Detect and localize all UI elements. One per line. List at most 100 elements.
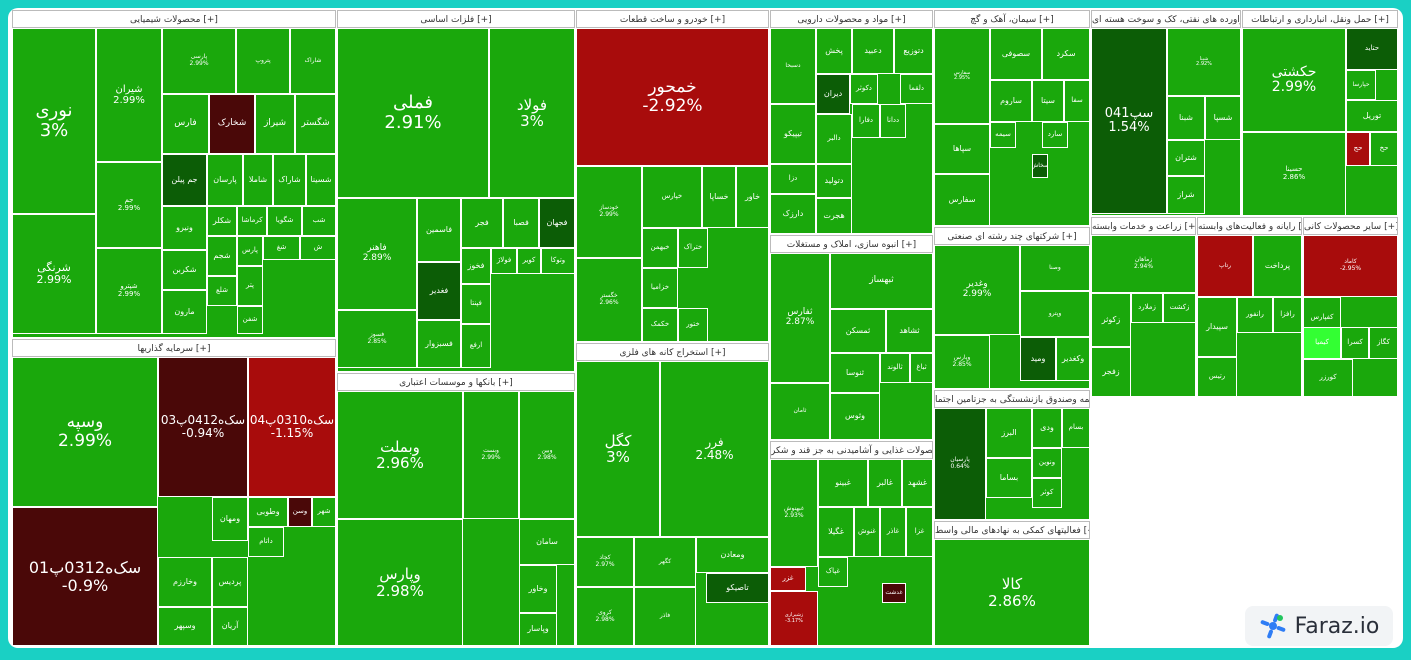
stock-tile[interactable]: فرر 2.48% [660,361,769,537]
stock-tile[interactable]: فصبا [503,198,539,248]
stock-tile[interactable]: داتام [248,527,284,557]
stock-tile[interactable]: شکلر [207,206,237,236]
stock-tile[interactable]: تاصیکو [706,573,769,603]
stock-tile[interactable]: خبهمن [642,228,678,268]
stock-tile[interactable]: وسپه 2.99% [12,357,158,507]
sector-16[interactable]: سایر محصولات کانی [+] کاماد -2.95% کفپارس کی… [1303,217,1398,397]
stock-tile[interactable]: شب [302,206,336,236]
sector-header[interactable]: فعالیتهای کمکی به نهادهای مالی واسط [+] [934,521,1090,539]
stock-tile[interactable]: دزا [770,164,816,194]
stock-tile[interactable]: سیتا [1032,80,1064,122]
stock-tile[interactable]: وطوبی [248,497,288,527]
stock-tile[interactable]: غالبر [868,459,902,507]
stock-tile[interactable]: سپیدار [1197,297,1237,357]
sector-header[interactable]: سایر محصولات کانی [+] [1303,217,1398,235]
stock-tile[interactable]: بساما [986,458,1032,498]
stock-tile[interactable]: مارون [162,290,207,334]
stock-tile[interactable]: شگویا [267,206,302,236]
stock-tile[interactable]: شپنا 2.92% [1167,28,1241,96]
stock-tile[interactable]: فولاد 3% [489,28,575,198]
stock-tile[interactable]: شاراک [290,28,336,94]
stock-tile[interactable]: خساپا [702,166,736,228]
stock-tile[interactable]: رتیس [1197,357,1237,397]
stock-tile[interactable]: غپاک [818,557,848,587]
sector-header[interactable]: بانکها و موسسات اعتباری [+] [337,373,575,391]
sector-header[interactable]: خودرو و ساخت قطعات [+] [576,10,769,28]
sector-12[interactable]: فراورده های نفتی، کک و سوخت هسته ای [+]س… [1091,10,1241,216]
stock-tile[interactable]: وبین 2.98% [519,391,575,519]
stock-tile[interactable]: کرماشا [237,206,267,236]
stock-tile[interactable]: شهر [312,497,336,527]
stock-tile[interactable]: دفارا [852,104,880,138]
stock-tile[interactable]: وپارس 2.85% [934,335,990,389]
sector-13[interactable]: حمل ونقل، انبارداری و ارتباطات [+] حکشتی 2… [1242,10,1398,216]
sector-7[interactable]: محصولات غذایی و آشامیدنی به جز قند و شکر… [770,441,933,646]
stock-tile[interactable]: ختراک [678,228,708,268]
sector-4[interactable]: استخراج کانه های فلزی [+] کگل 3% فرر 2.48% کچ… [576,343,769,646]
stock-tile[interactable]: شکربن [162,250,207,290]
stock-tile[interactable]: ختور [678,308,708,342]
stock-tile[interactable]: خگستر 2.96% [576,258,642,342]
sector-header[interactable]: محصولات غذایی و آشامیدنی به جز قند و شکر… [770,441,933,459]
stock-tile[interactable]: ثمسکن [830,309,886,353]
stock-tile[interactable]: خپارس [642,166,702,228]
stock-tile[interactable]: وخاور [519,565,557,613]
stock-tile[interactable]: شاملا [243,154,273,206]
stock-tile[interactable]: ومید [1020,337,1056,381]
stock-tile[interactable]: آریان [212,607,248,646]
stock-tile[interactable]: کروی 2.98% [576,587,634,646]
stock-tile[interactable]: سارد [1042,122,1068,148]
stock-tile[interactable]: کچاد 2.97% [576,537,634,587]
sector-10[interactable]: بیمه وصندوق بازنشستگی به جزتامین اجتما [… [934,390,1090,520]
stock-tile[interactable]: وپاسار [519,613,557,646]
stock-tile[interactable]: سپ041 1.54% [1091,28,1167,214]
stock-tile[interactable]: ونوین [1032,448,1062,478]
stock-tile[interactable]: ثامان [770,383,830,440]
stock-tile[interactable]: غزر [770,567,806,591]
sector-header[interactable]: بیمه وصندوق بازنشستگی به جزتامین اجتما [… [934,390,1090,408]
sector-header[interactable]: زراعت و خدمات وابسته [+] [1091,217,1196,235]
stock-tile[interactable]: فولاژ [491,248,517,274]
stock-tile[interactable]: فجر [461,198,503,248]
stock-tile[interactable]: شاراک [273,154,306,206]
stock-tile[interactable]: وسپهر [158,607,212,646]
stock-tile[interactable]: ثالوند [880,353,910,383]
stock-tile[interactable]: تیپیکو [770,104,816,164]
sector-header[interactable]: فراورده های نفتی، کک و سوخت هسته ای [+] [1091,10,1241,28]
stock-tile[interactable]: فخوز [461,248,491,284]
stock-tile[interactable]: توریل [1346,100,1398,132]
sector-14[interactable]: زراعت و خدمات وابسته [+]زماهان2.94%زکوثر… [1091,217,1196,397]
stock-tile[interactable]: خمحور -2.92% [576,28,769,166]
stock-tile[interactable]: شغ [263,236,300,260]
stock-tile[interactable]: فسبزوار [417,320,461,368]
stock-tile[interactable]: حخ [1370,132,1398,166]
stock-tile[interactable]: غاذر [880,507,906,557]
stock-tile[interactable]: نوری 3% [12,28,96,214]
stock-tile[interactable]: ودی [1032,408,1062,448]
stock-tile[interactable]: دکوثر [850,74,878,104]
stock-tile[interactable]: غزا [906,507,933,557]
stock-tile[interactable]: هجرت [816,198,852,234]
sector-header[interactable]: انبوه سازی، املاک و مستغلات [+] [770,235,933,253]
sector-11[interactable]: فعالیتهای کمکی به نهادهای مالی واسط [+]ک… [934,521,1090,646]
stock-tile[interactable]: کورزر [1303,359,1353,397]
stock-tile[interactable]: زملارد [1131,293,1163,323]
stock-tile[interactable]: شجم [207,236,237,276]
stock-tile[interactable]: فپنتا [461,284,491,324]
stock-tile[interactable]: غگیلا [818,507,854,557]
stock-tile[interactable]: شیران 2.99% [96,28,162,162]
stock-tile[interactable]: کگاز [1369,327,1398,359]
stock-tile[interactable]: دارزک [770,194,816,234]
sector-header[interactable]: فلزات اساسی [+] [337,10,575,28]
stock-tile[interactable]: دتوزیع [894,28,933,74]
stock-tile[interactable]: وتوکا [541,248,575,274]
stock-tile[interactable]: وبست 2.99% [463,391,519,519]
sector-17[interactable]: سرمایه گذاریها [+] وسپه 2.99% سک‌ه0412پ03 -0… [12,339,336,646]
stock-tile[interactable]: وصنا [1020,245,1090,291]
stock-tile[interactable]: ثشاهد [886,309,933,353]
sector-8[interactable]: سیمان، آهک و گچ [+] سفارس 2.95% سپاها سفارس س… [934,10,1090,226]
stock-tile[interactable]: پخش [816,28,852,74]
stock-tile[interactable]: حسینا 2.86% [1242,132,1346,216]
stock-tile[interactable]: پارس [237,236,263,266]
sector-1[interactable]: فلزات اساسی [+] فملی 2.91% فولاد 3% فاهنر 2.89… [337,10,575,372]
